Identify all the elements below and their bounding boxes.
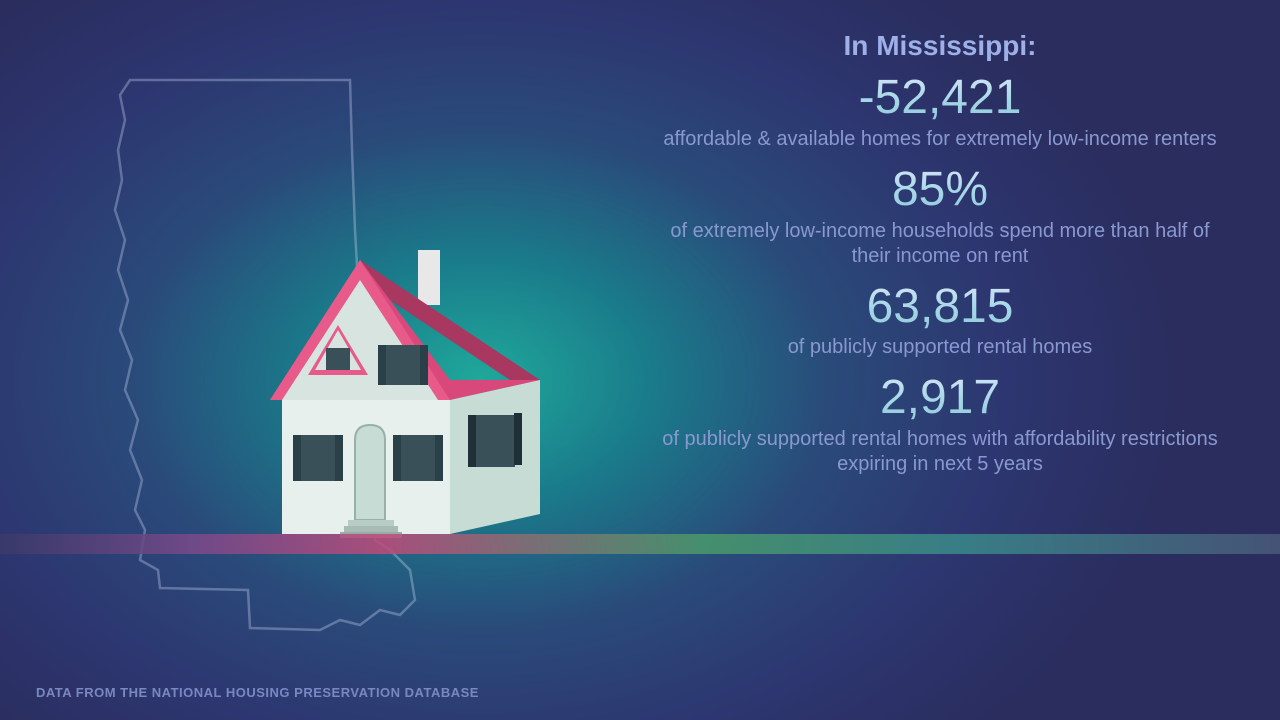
- stat-value: 2,917: [880, 372, 1000, 425]
- stat-block: 2,917 of publicly supported rental homes…: [660, 372, 1220, 477]
- stat-value: 85%: [892, 164, 988, 217]
- ground-bar: [0, 534, 1280, 554]
- house-icon: [200, 230, 620, 540]
- stat-block: 63,815 of publicly supported rental home…: [660, 281, 1220, 361]
- stat-label: of extremely low-income households spend…: [660, 219, 1220, 269]
- infographic-title: In Mississippi:: [660, 30, 1220, 62]
- stat-label: of publicly supported rental homes: [660, 335, 1220, 360]
- stat-label: of publicly supported rental homes with …: [660, 427, 1220, 477]
- data-source-footer: DATA FROM THE NATIONAL HOUSING PRESERVAT…: [36, 685, 479, 700]
- stat-block: -52,421 affordable & available homes for…: [660, 72, 1220, 152]
- stat-value: 63,815: [867, 281, 1014, 334]
- stat-label: affordable & available homes for extreme…: [660, 127, 1220, 152]
- stat-value: -52,421: [859, 72, 1022, 125]
- stat-block: 85% of extremely low-income households s…: [660, 164, 1220, 269]
- stats-panel: In Mississippi: -52,421 affordable & ava…: [660, 30, 1220, 489]
